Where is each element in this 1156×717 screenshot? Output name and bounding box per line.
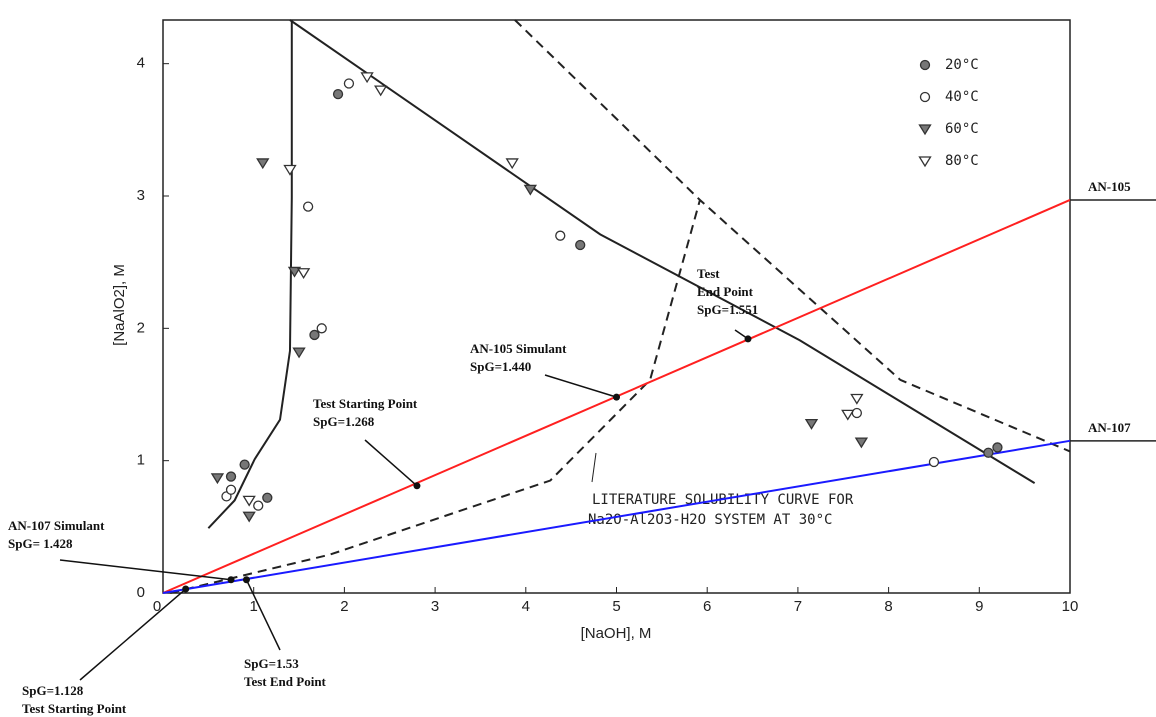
curve-label: Na2O-Al2O3-H2O SYSTEM AT 30°C <box>588 512 832 528</box>
y-tick-label: 2 <box>137 319 145 336</box>
solubility-curve <box>170 199 701 594</box>
annotation-label: Test End Point <box>244 674 327 689</box>
x-tick-label: 8 <box>884 598 892 615</box>
data-point <box>225 471 237 482</box>
solubility-curve <box>514 19 1071 453</box>
annotation-point <box>182 585 190 593</box>
annotation-label: End Point <box>697 284 754 299</box>
data-point <box>841 409 855 421</box>
data-point <box>505 158 519 170</box>
annotation-label: SpG=1.440 <box>470 359 531 374</box>
leader-line <box>364 439 418 487</box>
data-point <box>374 85 388 97</box>
legend-label: 60°C <box>945 121 979 137</box>
data-point <box>523 184 537 196</box>
annotation-label: Test Starting Point <box>22 701 127 716</box>
x-tick-label: 6 <box>703 598 711 615</box>
annotation-point <box>227 576 235 584</box>
annotation-point <box>242 576 250 584</box>
data-point <box>302 201 314 212</box>
leader-line <box>544 374 617 398</box>
leader-line <box>59 559 232 581</box>
x-tick-label: 2 <box>340 598 348 615</box>
x-tick-label: 3 <box>431 598 439 615</box>
data-point <box>918 156 932 168</box>
data-point <box>804 418 819 430</box>
annotation-label: SpG=1.53 <box>244 656 299 671</box>
data-point <box>555 230 566 241</box>
data-point <box>287 266 302 278</box>
x-tick-label: 4 <box>522 598 530 615</box>
y-tick-label: 4 <box>137 55 145 72</box>
annotation-label: SpG=1.128 <box>22 683 84 698</box>
line-label: AN-107 <box>1088 420 1131 435</box>
annotation-label: SpG= 1.428 <box>8 536 73 551</box>
leader-line <box>245 579 281 651</box>
data-point <box>256 158 270 170</box>
data-point <box>919 59 931 71</box>
data-point <box>928 456 940 468</box>
data-point <box>332 88 344 100</box>
data-point <box>283 164 297 176</box>
legend-label: 80°C <box>945 153 979 169</box>
annotation-label: Test <box>697 266 720 281</box>
data-point <box>992 442 1003 453</box>
leader-line <box>79 588 187 681</box>
y-tick-label: 0 <box>137 584 145 601</box>
data-point <box>575 239 586 251</box>
y-axis-label: [NaAlO2], M <box>111 264 128 346</box>
legend-label: 20°C <box>945 57 979 73</box>
data-point <box>343 78 355 89</box>
annotation-point <box>413 482 421 490</box>
x-tick-label: 0 <box>153 598 161 615</box>
data-point <box>316 323 327 334</box>
annotation-label: Test Starting Point <box>313 396 418 411</box>
data-point <box>225 484 237 495</box>
x-tick-label: 10 <box>1062 598 1079 615</box>
line-label: AN-105 <box>1088 179 1131 194</box>
data-point <box>242 511 256 523</box>
data-point <box>242 495 256 507</box>
data-point <box>918 124 932 136</box>
curve-label-arrow <box>591 452 597 483</box>
legend-label: 40°C <box>945 89 979 105</box>
data-point <box>919 91 931 103</box>
x-tick-label: 1 <box>250 598 258 615</box>
x-tick-label: 7 <box>794 598 802 615</box>
annotation-point <box>613 393 620 401</box>
solubility-curve <box>207 20 293 529</box>
annotation-label: SpG=1.551 <box>697 302 758 317</box>
data-point <box>296 268 311 280</box>
data-point <box>983 447 994 458</box>
data-point <box>292 347 306 359</box>
annotation-label: AN-107 Simulant <box>8 518 105 533</box>
data-point <box>850 393 864 405</box>
data-point <box>854 437 869 449</box>
reference-line <box>162 439 1071 594</box>
data-point <box>262 492 273 503</box>
annotation-label: SpG=1.268 <box>313 414 375 429</box>
solubility-curve <box>289 19 1036 485</box>
x-axis-label: [NaOH], M <box>581 625 652 642</box>
data-point <box>239 459 250 470</box>
data-point <box>360 72 374 84</box>
data-point <box>210 473 225 485</box>
x-tick-label: 5 <box>612 598 620 615</box>
y-tick-label: 1 <box>137 452 145 469</box>
data-point <box>253 500 264 511</box>
annotation-point <box>744 335 752 343</box>
data-point <box>309 329 320 341</box>
annotation-label: AN-105 Simulant <box>470 341 567 356</box>
y-tick-label: 3 <box>137 187 145 204</box>
x-tick-label: 9 <box>975 598 983 615</box>
